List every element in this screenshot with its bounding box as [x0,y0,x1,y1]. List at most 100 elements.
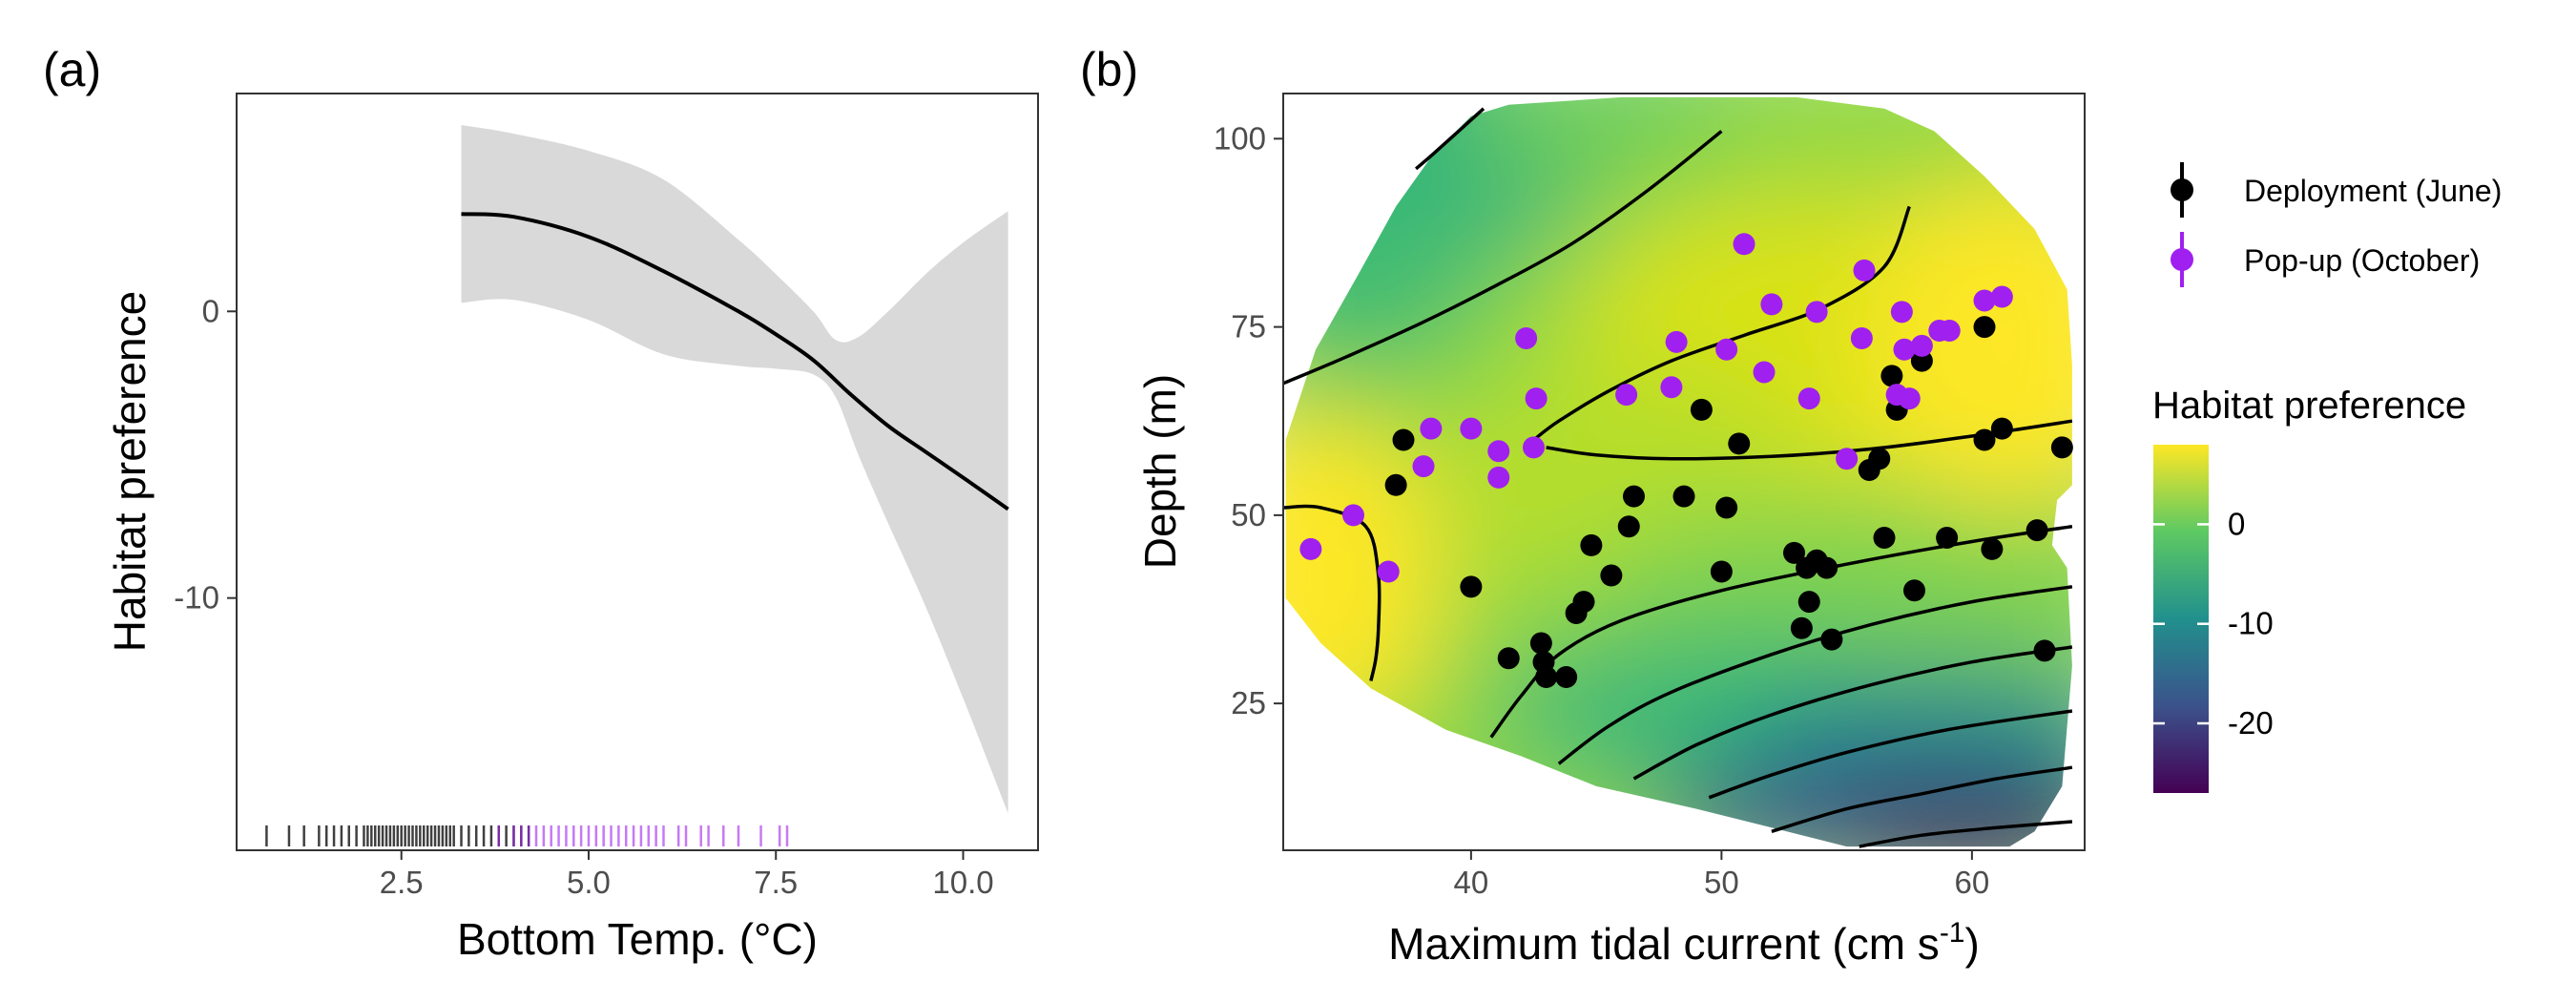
deployment-point [1797,591,1820,614]
deployment-point [1981,537,2004,560]
panel-b-points-layer [1299,233,2073,689]
popup-point [1420,417,1443,440]
deployment-point [2033,639,2056,662]
popup-point [1910,334,1933,357]
deployment-point [1990,417,2013,440]
panel-a: 2.5 5.0 7.5 10.0 0 -10 Bottom Temp. (°C) Hab… [105,93,1039,964]
panel-b: 40 50 60 25 50 75 100 Maximum tidal current (… [1135,93,2086,969]
popup-point [1377,560,1400,583]
popup-point [1893,338,1916,361]
deployment-point [1460,575,1483,598]
x-tick-label: 2.5 [380,865,424,900]
deployment-point [1868,448,1891,470]
x-tick-label: 40 [1454,865,1489,900]
colorbar-title: Habitat preference [2152,385,2466,427]
y-tick-label: 100 [1214,120,1266,156]
deployment-point [1880,365,1903,387]
popup-point [1342,504,1364,527]
heat-blob [1453,96,1740,176]
colorbar-tick-label: 0 [2228,506,2245,541]
popup-point [1753,361,1776,384]
deployment-point [1555,666,1578,689]
deployment-point [1497,647,1520,670]
deployment-point [1936,527,1959,550]
legend-item-deployment: Deployment (June) [2171,162,2502,218]
deployment-point [1873,527,1896,550]
colorbar-ticks: 0 -10 -20 [2153,506,2274,741]
popup-point [1760,293,1783,316]
panel-a-confidence-band-layer [461,125,1008,813]
heat-blob [1585,508,2072,642]
contour-line [1489,524,2073,739]
panel-a-rug-layer [265,825,789,846]
deployment-point [1600,564,1623,587]
panel-a-fit-layer [461,212,1009,511]
deployment-point [1623,485,1645,508]
x-tick-label: 5.0 [567,865,611,900]
legend-popup-label: Pop-up (October) [2244,243,2480,278]
popup-point [1487,466,1510,489]
panel-b-x-axis-title-superscript: -1 [1940,917,1965,949]
popup-point [1660,376,1683,399]
deployment-point [1529,632,1552,655]
colorbar: Habitat preference 0 -10 -20 [2152,385,2466,793]
contour-line [1546,419,2073,461]
y-tick-label: -10 [174,580,219,616]
deployment-point [1816,556,1839,579]
panel-b-y-axis: 25 50 75 100 [1214,120,1283,720]
panel-b-y-axis-title: Depth (m) [1135,374,1185,569]
heat-blob [1285,412,1445,738]
contour-line [1859,820,2073,848]
contour-line [1283,130,1723,386]
y-tick-label: 0 [202,293,219,328]
deployment-point [1903,579,1925,602]
y-tick-label: 75 [1231,309,1266,344]
popup-point [1805,301,1828,324]
legend-deployment-marker [2171,178,2193,201]
deployment-point [2025,519,2048,542]
popup-point [1665,330,1688,353]
panel-a-y-axis: 0 -10 [174,293,237,616]
x-tick-label: 60 [1955,865,1990,900]
y-tick-label: 25 [1231,685,1266,720]
panel-tag-a: (a) [43,43,101,96]
popup-point [1715,338,1738,361]
popup-point [1523,436,1545,459]
contour-line [1414,107,1485,171]
deployment-point [1672,485,1695,508]
fit-line [461,212,1009,511]
panel-b-x-axis-title-suffix: ) [1965,919,1980,969]
panel-a-x-axis: 2.5 5.0 7.5 10.0 [380,850,994,900]
panel-a-x-axis-title: Bottom Temp. (°C) [457,914,818,964]
popup-point [1890,301,1913,324]
colorbar-gradient [2153,445,2209,793]
popup-point [1973,289,1996,312]
popup-point [1615,384,1638,407]
panel-a-y-axis-title: Habitat preference [105,291,155,652]
popup-point [1525,387,1548,410]
contour-line [1771,765,2073,833]
legend-item-popup: Pop-up (October) [2171,232,2480,287]
deployment-point [1617,515,1640,538]
panel-a-frame [236,93,1039,851]
deployment-point [1535,666,1558,689]
x-tick-label: 50 [1704,865,1739,900]
y-tick-label: 50 [1231,497,1266,532]
popup-point [1412,455,1435,478]
panel-b-x-axis: 40 50 60 [1454,850,1990,900]
legend-popup-marker [2171,248,2193,271]
popup-point [1515,326,1538,349]
popup-point [1836,448,1859,470]
deployment-point [1392,428,1415,451]
deployment-point [1910,349,1933,372]
popup-point [1733,233,1755,256]
panel-b-x-axis-title: Maximum tidal current (cm s-1) [1388,917,1980,969]
deployment-point [1820,628,1843,651]
panel-b-x-axis-title-main: Maximum tidal current (cm s [1388,919,1940,969]
popup-point [1898,387,1921,410]
panel-tag-b: (b) [1080,43,1138,96]
deployment-point [1715,496,1738,519]
deployment-point [1690,398,1713,421]
popup-point [1990,285,2013,308]
deployment-point [1710,560,1733,583]
